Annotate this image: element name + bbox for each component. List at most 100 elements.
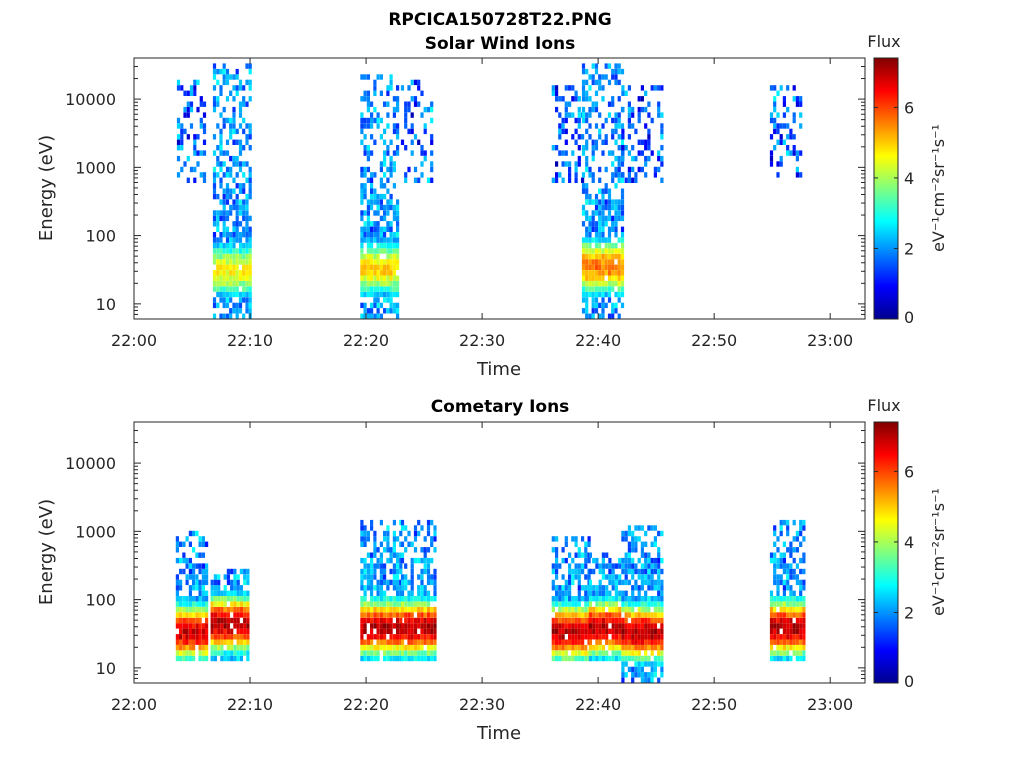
spectrogram-cell xyxy=(624,145,628,151)
spectrogram-cell xyxy=(366,237,370,243)
spectrogram-cell xyxy=(216,96,220,102)
spectrogram-cell xyxy=(786,612,790,618)
spectrogram-cell xyxy=(614,596,618,602)
spectrogram-cell xyxy=(647,563,651,569)
spectrogram-cell xyxy=(605,574,609,580)
spectrogram-cell xyxy=(581,259,586,265)
spectrogram-cell xyxy=(226,579,230,586)
spectrogram-cell xyxy=(660,112,664,118)
spectrogram-cell xyxy=(363,193,367,200)
spectrogram-cell xyxy=(644,541,648,547)
spectrogram-cell xyxy=(232,199,236,205)
spectrogram-cell xyxy=(779,601,783,607)
spectrogram-cell xyxy=(392,530,396,537)
spectrogram-cell xyxy=(621,672,625,678)
spectrogram-cell xyxy=(430,639,434,645)
spectrogram-cell xyxy=(604,166,608,173)
spectrogram-cell xyxy=(647,112,651,118)
spectrogram-cell xyxy=(621,150,625,156)
spectrogram-cell xyxy=(653,596,657,602)
spectrogram-cell xyxy=(404,606,408,613)
spectrogram-cell xyxy=(392,574,396,580)
spectrogram-cell xyxy=(551,606,555,613)
spectrogram-cell xyxy=(176,134,181,140)
spectrogram-cell xyxy=(802,650,806,656)
spectrogram-cell xyxy=(621,623,625,629)
spectrogram-cell xyxy=(413,634,418,640)
spectrogram-cell xyxy=(205,623,209,629)
spectrogram-cell xyxy=(248,183,252,189)
spectrogram-cell xyxy=(577,579,581,586)
spectrogram-cell xyxy=(779,530,783,537)
spectrogram-cell xyxy=(389,596,393,602)
spectrogram-cell xyxy=(637,601,641,607)
spectrogram-cell xyxy=(233,601,237,607)
spectrogram-cell xyxy=(779,606,783,613)
spectrogram-cell xyxy=(376,302,380,309)
spectrogram-cell xyxy=(581,563,585,569)
spectrogram-cell xyxy=(389,286,393,292)
spectrogram-cell xyxy=(601,552,605,558)
spectrogram-cell xyxy=(588,634,592,640)
spectrogram-cell xyxy=(631,666,635,673)
x-tick-label: 22:00 xyxy=(111,331,157,350)
spectrogram-cell xyxy=(614,579,618,586)
spectrogram-cell xyxy=(379,579,383,586)
spectrogram-cell xyxy=(235,232,239,238)
spectrogram-cell xyxy=(620,286,625,292)
spectrogram-cell xyxy=(614,574,618,580)
spectrogram-cell xyxy=(363,601,367,607)
spectrogram-cell xyxy=(426,628,431,634)
spectrogram-cell xyxy=(614,112,618,118)
spectrogram-cell xyxy=(601,96,605,102)
spectrogram-cell xyxy=(225,297,230,303)
spectrogram-cell xyxy=(769,606,774,613)
spectrogram-cell xyxy=(607,248,612,254)
spectrogram-cell xyxy=(413,79,418,86)
spectrogram-cell xyxy=(366,579,370,586)
spectrogram-cell xyxy=(192,574,196,580)
spectrogram-cell xyxy=(802,628,806,634)
spectrogram-cell xyxy=(620,226,625,232)
spectrogram-cell xyxy=(621,563,625,569)
spectrogram-cell xyxy=(624,90,628,96)
spectrogram-cell xyxy=(396,204,400,211)
spectrogram-cell xyxy=(631,644,635,651)
spectrogram-cell xyxy=(564,161,568,167)
spectrogram-cell xyxy=(192,634,196,640)
spectrogram-cell xyxy=(631,596,635,602)
spectrogram-cell xyxy=(598,242,602,249)
spectrogram-cell xyxy=(776,579,780,586)
spectrogram-cell xyxy=(617,172,621,178)
spectrogram-cell xyxy=(657,552,661,558)
spectrogram-cell xyxy=(383,264,387,270)
spectrogram-cell xyxy=(773,612,777,618)
spectrogram-cell xyxy=(605,552,609,558)
spectrogram-cell xyxy=(792,628,796,634)
spectrogram-cell xyxy=(399,568,403,575)
spectrogram-cell xyxy=(420,150,424,156)
spectrogram-cell xyxy=(242,188,246,194)
spectrogram-cell xyxy=(248,253,252,260)
spectrogram-cell xyxy=(430,106,434,113)
spectrogram-cell xyxy=(581,145,586,151)
spectrogram-cell xyxy=(776,547,780,553)
spectrogram-cell xyxy=(410,596,414,602)
spectrogram-cell xyxy=(242,280,246,287)
spectrogram-cell xyxy=(555,536,559,542)
spectrogram-cell xyxy=(217,612,221,618)
spectrogram-cell xyxy=(624,579,628,586)
spectrogram-cell xyxy=(574,536,578,542)
spectrogram-cell xyxy=(637,117,641,124)
spectrogram-cell xyxy=(640,601,644,607)
spectrogram-cell xyxy=(624,552,628,558)
spectrogram-cell xyxy=(232,128,236,135)
spectrogram-cell xyxy=(366,232,370,238)
spectrogram-cell xyxy=(225,188,230,194)
spectrogram-cell xyxy=(634,177,638,183)
spectrogram-cell xyxy=(216,172,220,178)
spectrogram-cell xyxy=(653,172,657,178)
spectrogram-cell xyxy=(627,644,631,651)
spectrogram-cell xyxy=(634,596,638,602)
spectrogram-cell xyxy=(773,655,777,662)
